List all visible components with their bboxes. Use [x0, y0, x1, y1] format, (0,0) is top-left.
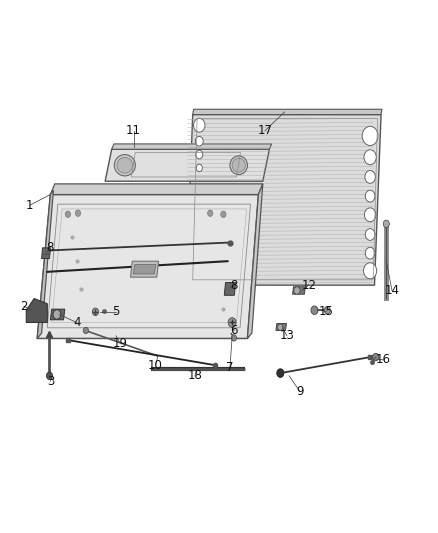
- Polygon shape: [37, 195, 258, 338]
- Text: 5: 5: [113, 305, 120, 318]
- Polygon shape: [112, 144, 272, 149]
- Ellipse shape: [117, 157, 133, 173]
- Text: 13: 13: [279, 329, 294, 342]
- Circle shape: [83, 327, 88, 334]
- Circle shape: [231, 335, 237, 341]
- Circle shape: [208, 210, 213, 216]
- Text: 19: 19: [113, 337, 128, 350]
- Circle shape: [196, 164, 202, 172]
- Text: 17: 17: [258, 124, 272, 137]
- Text: 18: 18: [187, 369, 202, 382]
- Circle shape: [365, 247, 375, 259]
- Polygon shape: [37, 190, 53, 338]
- Polygon shape: [105, 149, 269, 181]
- Circle shape: [194, 118, 205, 132]
- Text: 2: 2: [20, 300, 28, 313]
- Text: 11: 11: [126, 124, 141, 137]
- Circle shape: [53, 310, 61, 319]
- Text: 8: 8: [231, 279, 238, 292]
- Text: 8: 8: [47, 241, 54, 254]
- Polygon shape: [247, 184, 263, 338]
- Text: 16: 16: [376, 353, 391, 366]
- Text: 14: 14: [385, 284, 399, 297]
- Circle shape: [195, 136, 203, 146]
- Text: 9: 9: [296, 385, 304, 398]
- Circle shape: [228, 318, 236, 327]
- Polygon shape: [131, 261, 159, 277]
- Circle shape: [311, 306, 318, 314]
- Text: 10: 10: [148, 359, 163, 372]
- Circle shape: [65, 211, 71, 217]
- Circle shape: [221, 211, 226, 217]
- Text: 4: 4: [73, 316, 81, 329]
- Circle shape: [92, 308, 99, 316]
- Circle shape: [196, 150, 203, 159]
- Circle shape: [383, 220, 389, 228]
- Polygon shape: [293, 287, 305, 294]
- Text: 15: 15: [319, 305, 334, 318]
- Circle shape: [324, 306, 330, 314]
- Circle shape: [277, 369, 284, 377]
- Circle shape: [278, 324, 283, 330]
- Circle shape: [373, 353, 379, 361]
- Ellipse shape: [114, 155, 135, 176]
- Text: 12: 12: [301, 279, 316, 292]
- Circle shape: [365, 171, 375, 183]
- Circle shape: [364, 150, 376, 165]
- Polygon shape: [193, 109, 382, 115]
- Polygon shape: [133, 264, 156, 274]
- Circle shape: [365, 229, 375, 240]
- Ellipse shape: [230, 156, 247, 175]
- Polygon shape: [42, 248, 50, 259]
- Polygon shape: [50, 309, 65, 320]
- Circle shape: [362, 126, 378, 146]
- Circle shape: [365, 190, 375, 202]
- Polygon shape: [276, 324, 286, 330]
- Circle shape: [364, 208, 376, 222]
- Text: 3: 3: [47, 375, 54, 387]
- Polygon shape: [50, 184, 263, 195]
- Circle shape: [46, 372, 53, 379]
- Circle shape: [75, 210, 81, 216]
- Circle shape: [364, 263, 377, 279]
- Circle shape: [294, 287, 300, 294]
- Ellipse shape: [232, 158, 245, 172]
- Text: 6: 6: [230, 324, 238, 337]
- Polygon shape: [224, 282, 236, 295]
- Text: 7: 7: [226, 361, 234, 374]
- Polygon shape: [186, 115, 381, 285]
- Text: 1: 1: [26, 199, 34, 212]
- Polygon shape: [26, 298, 47, 322]
